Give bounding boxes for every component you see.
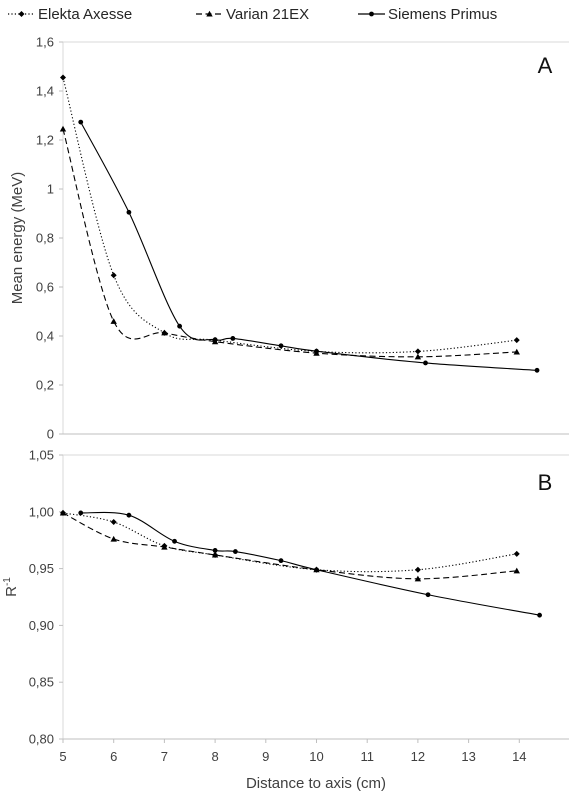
x-axis-title: Distance to axis (cm) (246, 775, 386, 792)
y-tick-label: 0,80 (29, 732, 54, 747)
x-tick-label: 14 (512, 749, 526, 764)
data-point (513, 348, 520, 355)
y-tick-label: 0,4 (36, 329, 54, 344)
series-varian-21ex (59, 125, 520, 360)
y-axis-title: R-1 (2, 577, 20, 597)
data-point (513, 337, 520, 344)
panel-label: A (538, 53, 553, 78)
series-line (62, 512, 517, 580)
y-tick-label: 0,95 (29, 561, 54, 576)
y-tick-label: 0,2 (36, 378, 54, 393)
y-tick-label: 0,85 (29, 675, 54, 690)
data-point (513, 550, 520, 557)
y-tick-label: 1,4 (36, 84, 54, 99)
data-point (78, 510, 84, 516)
data-point (414, 566, 421, 573)
x-tick-label: 7 (161, 749, 168, 764)
series-varian-21ex (59, 509, 520, 582)
legend-label: Siemens Primus (388, 6, 497, 23)
data-point (534, 367, 540, 373)
data-point (212, 337, 218, 343)
series-line (80, 511, 540, 616)
panel-b: 0,80 0,85 0,90 0,95 1,00 1,05 R-1 B (2, 448, 569, 747)
y-tick-label: 1 (47, 182, 54, 197)
data-point (110, 272, 117, 279)
data-point (423, 360, 428, 366)
data-point (126, 209, 132, 215)
series-siemens-primus (78, 510, 542, 618)
data-point (126, 512, 132, 518)
legend-marker (206, 10, 213, 17)
data-point (513, 567, 520, 574)
data-point (172, 538, 177, 544)
x-tick-label: 12 (411, 749, 425, 764)
data-point (110, 535, 117, 542)
series-siemens-primus (78, 119, 540, 373)
series-line (62, 512, 517, 573)
x-tick-label: 9 (262, 749, 269, 764)
data-point (110, 519, 117, 526)
data-point (110, 318, 117, 324)
series-line (62, 128, 517, 358)
data-point (211, 551, 219, 558)
data-point (537, 612, 542, 618)
data-point (414, 348, 421, 355)
data-point (232, 549, 238, 554)
x-axis-area: Distance to axis (cm) 5 6 7 8 9 10 11 12 13 14 (59, 739, 527, 792)
y-tick-label: 1,2 (36, 133, 54, 148)
data-point (414, 575, 422, 582)
y-tick-label: 1,05 (29, 448, 54, 463)
legend-item: Elekta Axesse (8, 6, 132, 23)
data-point (314, 348, 319, 354)
y-axis-title: Mean energy (MeV) (9, 172, 26, 305)
data-point (278, 558, 284, 564)
data-point (59, 509, 67, 516)
legend-marker (369, 11, 374, 17)
y-tick-label: 1,6 (36, 35, 54, 50)
legend-item: Siemens Primus (358, 6, 497, 23)
panel-a: 0 0,2 0,4 0,6 0,8 1 1,2 1,4 1,6 Mean energy (MeV)… (9, 35, 569, 442)
legend-marker (18, 11, 25, 17)
x-tick-label: 6 (110, 749, 117, 764)
series-line (80, 121, 538, 371)
legend-item: Varian 21EX (196, 6, 309, 23)
y-tick-label: 0,8 (36, 231, 54, 246)
data-point (314, 567, 319, 573)
data-point (78, 119, 84, 125)
y-tick-label: 0,6 (36, 280, 54, 295)
data-point (425, 592, 431, 598)
data-point (230, 336, 236, 341)
legend-label: Varian 21EX (226, 6, 309, 23)
data-point (60, 74, 66, 81)
data-point (59, 125, 67, 132)
legend-label: Elekta Axesse (38, 6, 132, 23)
y-tick-label: 0,90 (29, 618, 54, 633)
series-line (62, 77, 517, 354)
data-point (414, 353, 422, 360)
data-point (212, 548, 218, 553)
x-tick-label: 8 (211, 749, 218, 764)
legend: Elekta Axesse Varian 21EX Siemens Primus (8, 6, 497, 23)
data-point (161, 543, 168, 550)
x-tick-label: 13 (461, 749, 475, 764)
x-tick-label: 10 (309, 749, 323, 764)
panel-label: B (538, 470, 553, 495)
data-point (177, 323, 183, 329)
data-point (161, 329, 168, 336)
x-tick-label: 11 (360, 749, 374, 764)
y-tick-label: 0 (47, 427, 54, 442)
data-point (278, 343, 284, 349)
x-tick-label: 5 (59, 749, 66, 764)
y-tick-label: 1,00 (29, 504, 54, 519)
